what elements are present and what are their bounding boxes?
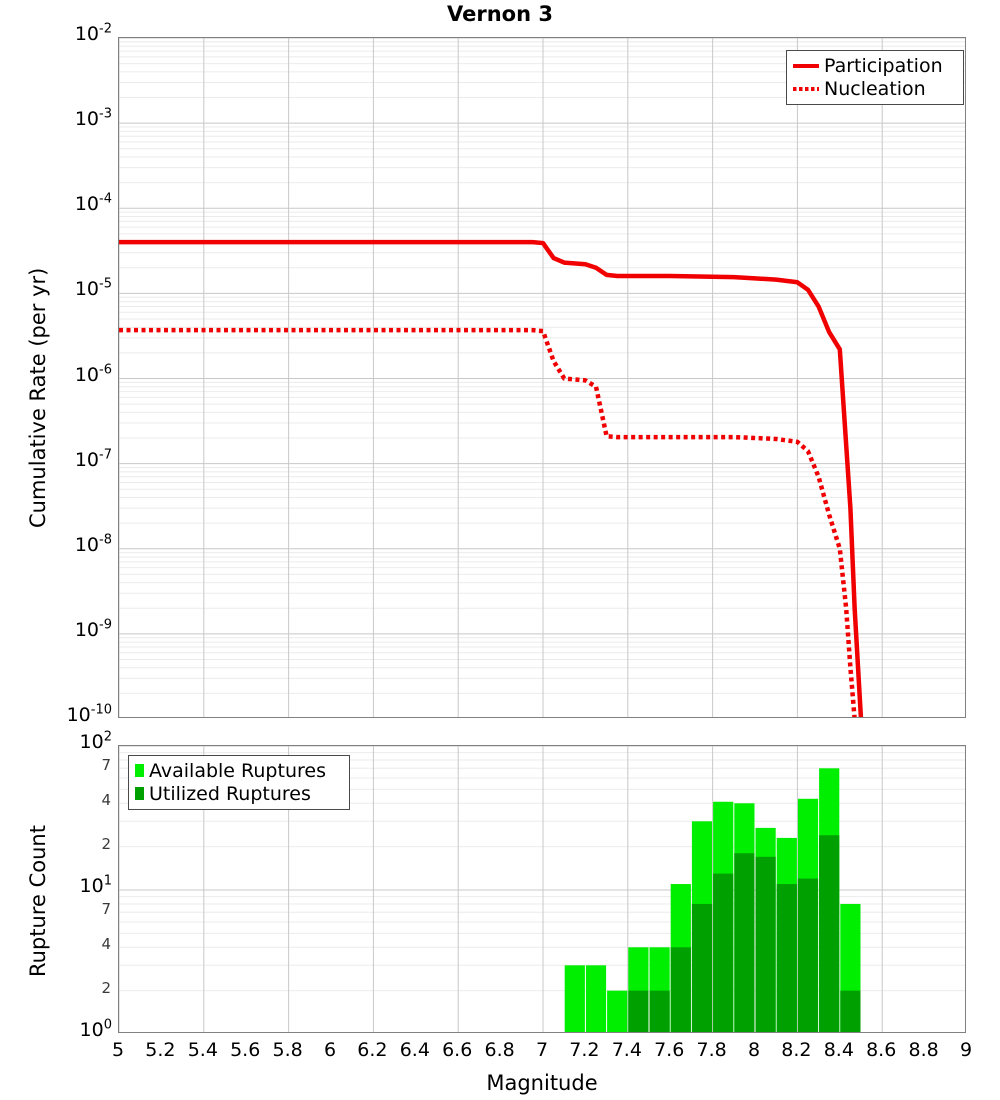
bottom-y-tick-1: 101 xyxy=(79,873,112,897)
x-axis-label: Magnitude xyxy=(486,1071,598,1095)
legend-label: Nucleation xyxy=(824,77,926,100)
legend-item-available: Available Ruptures xyxy=(135,759,343,782)
bottom-y-minor-tick-1: 4 xyxy=(101,791,111,810)
bar-utilized xyxy=(670,947,691,1032)
top-y-tick-5: 10-7 xyxy=(74,447,112,471)
cumulative-rate-plot xyxy=(118,37,966,718)
bar-available xyxy=(585,965,607,1032)
series-nucleation-line xyxy=(119,327,857,717)
x-tick-8-2: 8.2 xyxy=(781,1039,812,1061)
x-tick-5-2: 5.2 xyxy=(145,1039,176,1061)
color-swatch-icon xyxy=(135,764,144,777)
top-y-tick-1: 10-3 xyxy=(74,106,112,131)
x-tick-7-6: 7.6 xyxy=(654,1039,685,1061)
x-tick-7: 7 xyxy=(535,1039,549,1061)
bottom-y-minor-tick-5: 2 xyxy=(101,978,111,997)
x-tick-5: 5 xyxy=(111,1039,125,1061)
x-tick-6-2: 6.2 xyxy=(357,1039,388,1061)
legend-item-participation: Participation xyxy=(793,54,957,77)
x-tick-7-8: 7.8 xyxy=(696,1039,727,1061)
top-y-tick-7: 10-9 xyxy=(74,617,112,641)
bottom-y-minor-tick-0: 7 xyxy=(101,756,111,775)
top-y-tick-4: 10-6 xyxy=(74,362,112,386)
top-y-tick-8: 10-10 xyxy=(66,702,112,726)
bar-utilized xyxy=(776,884,797,1032)
top-y-tick-6: 10-8 xyxy=(74,532,112,556)
bottom-panel-y-axis-label: Rupture Count xyxy=(26,825,50,977)
legend-item-nucleation: Nucleation xyxy=(793,77,957,100)
rupture-legend: Available Ruptures Utilized Ruptures xyxy=(128,755,350,810)
bottom-y-minor-tick-3: 7 xyxy=(101,900,111,919)
x-tick-8-8: 8.8 xyxy=(908,1039,939,1061)
x-tick-7-4: 7.4 xyxy=(611,1039,642,1061)
cumulative-rate-svg xyxy=(119,38,965,717)
bar-available xyxy=(607,990,628,1032)
bar-utilized xyxy=(649,990,670,1032)
x-tick-5-6: 5.6 xyxy=(230,1039,261,1061)
page-title: Vernon 3 xyxy=(447,2,553,26)
top-y-tick-2: 10-4 xyxy=(74,191,112,216)
bar-utilized xyxy=(840,990,861,1032)
x-tick-5-4: 5.4 xyxy=(187,1039,218,1061)
bottom-y-tick-2: 100 xyxy=(79,1017,112,1041)
bar-utilized xyxy=(713,873,734,1032)
top-y-tick-3: 10-5 xyxy=(74,277,112,301)
bar-available xyxy=(564,965,585,1032)
bar-utilized xyxy=(819,835,840,1032)
grid-lines xyxy=(119,38,965,717)
top-panel-y-axis-label: Cumulative Rate (per yr) xyxy=(26,267,50,528)
color-swatch-icon xyxy=(135,787,144,800)
dotted-line-swatch-icon xyxy=(793,86,819,91)
bar-utilized xyxy=(691,903,713,1032)
x-tick-8-4: 8.4 xyxy=(823,1039,854,1061)
x-tick-8: 8 xyxy=(747,1039,761,1061)
bottom-y-minor-tick-4: 4 xyxy=(101,935,111,954)
x-tick-6-6: 6.6 xyxy=(442,1039,473,1061)
bottom-y-tick-0: 102 xyxy=(79,729,112,753)
x-tick-6: 6 xyxy=(323,1039,337,1061)
x-tick-6-8: 6.8 xyxy=(484,1039,515,1061)
bar-utilized xyxy=(734,853,755,1032)
bottom-y-minor-tick-2: 2 xyxy=(101,834,111,853)
x-tick-8-6: 8.6 xyxy=(866,1039,897,1061)
bar-utilized xyxy=(797,878,819,1032)
x-tick-6-4: 6.4 xyxy=(399,1039,430,1061)
solid-line-swatch-icon xyxy=(793,63,819,68)
x-tick-5-8: 5.8 xyxy=(272,1039,303,1061)
legend-label: Available Ruptures xyxy=(149,759,326,782)
curve-legend: Participation Nucleation xyxy=(786,50,964,105)
legend-label: Participation xyxy=(824,54,943,77)
series-participation-line xyxy=(119,239,864,717)
legend-item-utilized: Utilized Ruptures xyxy=(135,782,343,805)
legend-label: Utilized Ruptures xyxy=(149,782,311,805)
bar-utilized xyxy=(755,856,776,1032)
x-tick-9: 9 xyxy=(959,1039,973,1061)
top-y-tick-0: 10-2 xyxy=(74,21,112,45)
bar-utilized xyxy=(628,990,649,1032)
x-tick-7-2: 7.2 xyxy=(569,1039,600,1061)
